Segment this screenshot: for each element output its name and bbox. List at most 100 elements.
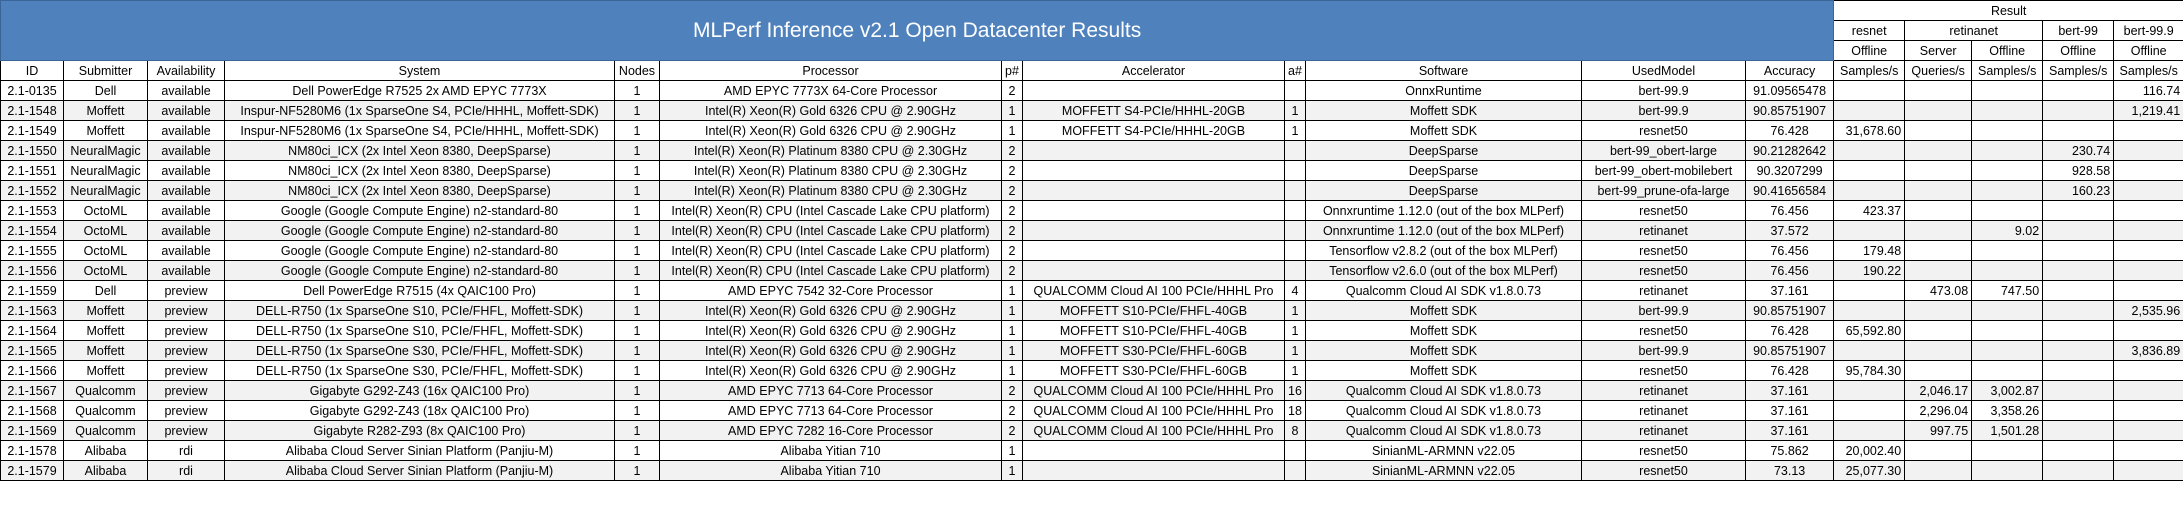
table-cell: available (147, 120, 225, 141)
result-cell (1833, 140, 1906, 161)
table-cell: retinanet (1581, 220, 1746, 241)
table-row: 2.1-1565 Moffett preview DELL-R750 (1x Spar… (0, 340, 2183, 361)
result-cell (2042, 340, 2115, 361)
result-cell (2042, 360, 2115, 381)
table-cell (1022, 180, 1285, 201)
table-cell: MOFFETT S4-PCIe/HHHL-20GB (1022, 100, 1285, 121)
table-cell: NeuralMagic (63, 180, 148, 201)
table-cell: Moffett SDK (1305, 320, 1582, 341)
table-cell: 2.1-1563 (0, 300, 64, 321)
table-cell: Intel(R) Xeon(R) CPU (Intel Cascade Lake… (659, 200, 1002, 221)
table-cell: retinanet (1581, 420, 1746, 441)
table-cell: Onnxruntime 1.12.0 (out of the box MLPer… (1305, 200, 1582, 221)
table-cell: 18 (1284, 400, 1306, 421)
result-cell (1971, 80, 2044, 101)
table-cell: 2.1-1568 (0, 400, 64, 421)
table-cell: 4 (1284, 280, 1306, 301)
table-cell: 73.13 (1744, 460, 1835, 481)
table-cell: 37.572 (1744, 220, 1835, 241)
table-cell: available (147, 160, 225, 181)
table-cell: 1 (614, 340, 660, 361)
table-cell: 1 (1284, 320, 1306, 341)
table-cell: Qualcomm Cloud AI SDK v1.8.0.73 (1305, 400, 1582, 421)
column-header: Availability (147, 60, 225, 81)
table-cell: 1 (614, 420, 660, 441)
table-row: 2.1-1550 NeuralMagic available NM80ci_ICX (… (0, 140, 2183, 161)
table-cell: AMD EPYC 7713 64-Core Processor (659, 380, 1002, 401)
table-cell: available (147, 140, 225, 161)
table-cell: Alibaba Cloud Server Sinian Platform (Pa… (224, 460, 615, 481)
table-cell: 1 (1284, 340, 1306, 361)
table-cell: 2.1-1553 (0, 200, 64, 221)
table-cell: 2.1-1567 (0, 380, 64, 401)
table-cell: 2.1-1549 (0, 120, 64, 141)
table-cell: 1 (1001, 100, 1023, 121)
table-cell: 1 (614, 400, 660, 421)
table-cell: 90.85751907 (1744, 100, 1835, 121)
result-cell (1904, 240, 1973, 261)
table-cell: 8 (1284, 420, 1306, 441)
result-cell (2042, 460, 2115, 481)
table-cell: Inspur-NF5280M6 (1x SparseOne S4, PCIe/H… (224, 120, 615, 141)
table-cell: OctoML (63, 220, 148, 241)
result-cell (1971, 200, 2044, 221)
result-cell (2042, 420, 2115, 441)
result-cell (2113, 240, 2183, 261)
result-cell: 997.75 (1904, 420, 1973, 441)
table-cell: 1 (1001, 340, 1023, 361)
result-cell: 423.37 (1833, 200, 1906, 221)
table-cell: Qualcomm Cloud AI SDK v1.8.0.73 (1305, 420, 1582, 441)
table-cell: Qualcomm (63, 380, 148, 401)
table-cell: available (147, 180, 225, 201)
table-cell: resnet50 (1581, 200, 1746, 221)
table-body: 2.1-0135 Dell available Dell PowerEdge R752… (0, 80, 2183, 481)
result-cell (2042, 240, 2115, 261)
table-cell: preview (147, 340, 225, 361)
table-cell: Intel(R) Xeon(R) Gold 6326 CPU @ 2.90GHz (659, 120, 1002, 141)
table-cell: resnet50 (1581, 360, 1746, 381)
table-cell: 2.1-1548 (0, 100, 64, 121)
table-cell: 37.161 (1744, 400, 1835, 421)
table-cell: MOFFETT S10-PCIe/FHFL-40GB (1022, 320, 1285, 341)
table-row: 2.1-1555 OctoML available Google (Google Co… (0, 240, 2183, 261)
table-cell: 90.85751907 (1744, 300, 1835, 321)
table-cell: Intel(R) Xeon(R) CPU (Intel Cascade Lake… (659, 240, 1002, 261)
table-cell: Gigabyte G292-Z43 (16x QAIC100 Pro) (224, 380, 615, 401)
result-cell: 747.50 (1971, 280, 2044, 301)
unit-header: Samples/s (1971, 60, 2044, 81)
result-cell (1971, 320, 2044, 341)
table-cell: Alibaba Cloud Server Sinian Platform (Pa… (224, 440, 615, 461)
table-cell: Alibaba (63, 460, 148, 481)
result-cell (1971, 300, 2044, 321)
table-cell: 1 (1001, 280, 1023, 301)
table-cell: Moffett (63, 340, 148, 361)
result-cell: 2,296.04 (1904, 400, 1973, 421)
table-cell: 2.1-1559 (0, 280, 64, 301)
table-cell: 90.21282642 (1744, 140, 1835, 161)
table-cell: bert-99_obert-large (1581, 140, 1746, 161)
table-cell: 2.1-1551 (0, 160, 64, 181)
result-cell (2042, 300, 2115, 321)
column-header: Software (1305, 60, 1582, 81)
table-cell: NM80ci_ICX (2x Intel Xeon 8380, DeepSpar… (224, 180, 615, 201)
table-cell: 1 (614, 320, 660, 341)
table-row: 2.1-1566 Moffett preview DELL-R750 (1x Spar… (0, 360, 2183, 381)
table-row: 2.1-1551 NeuralMagic available NM80ci_ICX (… (0, 160, 2183, 181)
result-cell (2113, 320, 2183, 341)
table-cell (1022, 440, 1285, 461)
result-cell (2042, 280, 2115, 301)
table-cell: 1 (614, 80, 660, 101)
model-header: bert-99 (2042, 20, 2115, 41)
table-cell: 76.456 (1744, 260, 1835, 281)
table-cell: NM80ci_ICX (2x Intel Xeon 8380, DeepSpar… (224, 160, 615, 181)
table-cell: 91.09565478 (1744, 80, 1835, 101)
column-header: Accuracy (1744, 60, 1835, 81)
result-cell (2042, 320, 2115, 341)
result-cell (2113, 460, 2183, 481)
table-cell: Dell (63, 80, 148, 101)
result-cell (1833, 80, 1906, 101)
result-cell (1904, 200, 1973, 221)
table-cell: preview (147, 320, 225, 341)
table-cell: 2.1-1569 (0, 420, 64, 441)
table-cell: AMD EPYC 7282 16-Core Processor (659, 420, 1002, 441)
